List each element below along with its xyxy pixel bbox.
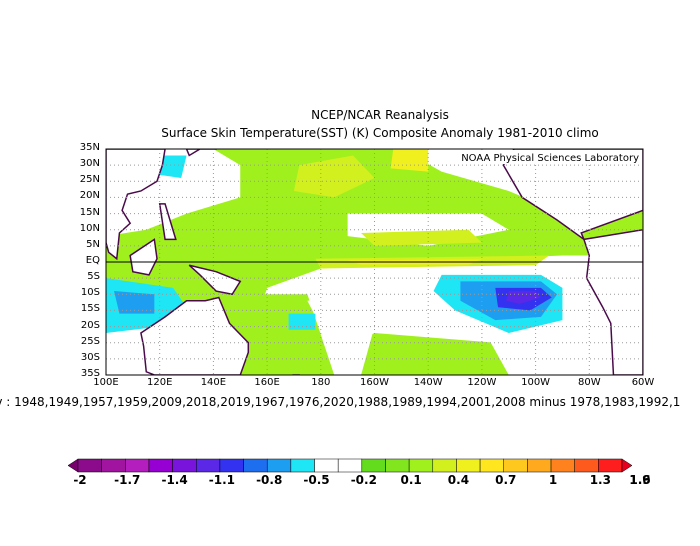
lat-label: 30S — [80, 351, 100, 363]
colorbar-label: -0.5 — [303, 473, 330, 487]
colorbar-label: 0.4 — [447, 473, 470, 487]
colorbar-swatch — [598, 458, 623, 473]
land-australia — [140, 296, 250, 375]
lon-label: 140W — [413, 377, 443, 388]
lon-label: 120E — [146, 377, 173, 388]
map-subtitle: Surface Skin Temperature(SST) (K) Compos… — [161, 126, 599, 140]
lat-label: 25N — [79, 174, 100, 186]
colorbar-label: -2 — [73, 473, 87, 487]
composite-years: ov : 1948,1949,1957,1959,2009,2018,2019,… — [0, 395, 681, 409]
colorbar-swatch — [527, 458, 552, 473]
colorbar-swatch — [479, 458, 504, 473]
lon-label: 100E — [93, 377, 119, 388]
colorbar-label: 1.3 — [589, 473, 611, 487]
land-south-america — [582, 228, 643, 375]
colorbar — [67, 458, 633, 473]
watermark-text: NOAA Physical Sciences Laboratory — [461, 153, 639, 164]
colorbar-label: 0.7 — [495, 473, 517, 487]
colorbar-swatch — [337, 458, 363, 473]
lat-label: 15N — [79, 206, 100, 218]
colorbar-swatch — [290, 458, 315, 473]
colorbar-swatch — [219, 458, 244, 473]
lat-label: 30N — [79, 158, 100, 170]
colorbar-arrow-high — [621, 458, 633, 473]
colorbar-swatch — [574, 458, 599, 473]
colorbar-label: -1.7 — [114, 473, 141, 487]
colorbar-swatch — [172, 458, 197, 473]
cool-anomaly-core — [114, 291, 155, 314]
lat-label: EQ — [85, 255, 100, 266]
lat-label: 5N — [86, 238, 100, 250]
watermark-box — [432, 150, 642, 164]
lat-label: 10N — [79, 222, 100, 234]
colorbar-swatch — [385, 458, 410, 473]
lon-label: 140E — [200, 377, 227, 388]
colorbar-swatch — [243, 458, 268, 473]
colorbar-swatch — [77, 458, 102, 473]
lon-label: 120W — [467, 377, 497, 388]
lon-label: 100W — [521, 377, 551, 388]
lat-label: 35S — [80, 368, 100, 379]
colorbar-swatch — [196, 458, 221, 473]
colorbar-swatch — [266, 458, 292, 473]
lon-label: 160E — [254, 377, 280, 388]
colorbar-swatch — [148, 458, 173, 473]
colorbar-label: 1 — [548, 473, 558, 487]
colorbar-label: 1.6 — [629, 473, 651, 487]
land-borneo — [129, 238, 158, 276]
warm-anomaly-peak — [390, 149, 429, 172]
land-philippines — [158, 203, 177, 241]
land-japan — [185, 149, 217, 157]
lon-label: 80W — [577, 377, 601, 388]
colorbar-label: -1.1 — [208, 473, 236, 487]
lon-label: 60W — [631, 377, 655, 388]
colorbar-label: 0.1 — [400, 473, 422, 487]
land-new-guinea — [188, 264, 242, 296]
colorbar-swatch — [314, 458, 339, 473]
lat-label: 15S — [80, 303, 100, 315]
colorbar-swatch — [456, 458, 481, 473]
cool-anomaly-region — [288, 313, 316, 330]
colorbar-swatch — [408, 458, 434, 473]
lon-label: 180 — [311, 377, 331, 388]
lat-label: 35N — [79, 142, 100, 153]
colorbar-label: -0.8 — [256, 473, 283, 487]
colorbar-swatch — [361, 458, 386, 473]
cool-anomaly-region — [159, 155, 187, 179]
lat-label: 10S — [80, 287, 100, 299]
colorbar-swatch — [125, 458, 150, 473]
colorbar-swatch — [503, 458, 528, 473]
map-title: NCEP/NCAR Reanalysis — [311, 108, 449, 122]
colorbar-arrow-low — [67, 458, 79, 473]
colorbar-label: 1.9 — [629, 473, 651, 487]
lat-label: 25S — [80, 335, 100, 347]
lat-label: 5S — [87, 271, 100, 283]
colorbar-label: -1.4 — [161, 473, 188, 487]
lon-label: 160W — [360, 377, 389, 388]
warm-anomaly-core — [293, 155, 375, 198]
colorbar-swatch — [101, 458, 126, 473]
warm-anomaly-core — [361, 229, 482, 246]
colorbar-swatch — [550, 458, 575, 473]
colorbar-swatch — [432, 458, 457, 473]
lat-label: 20N — [79, 190, 100, 202]
lat-label: 20S — [80, 319, 100, 331]
colorbar-label: -0.2 — [350, 473, 377, 487]
